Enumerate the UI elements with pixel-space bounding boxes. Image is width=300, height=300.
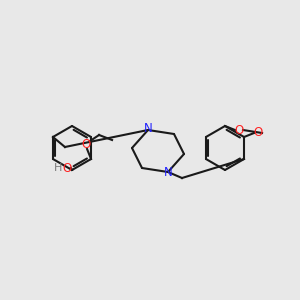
Text: H: H <box>54 163 62 173</box>
Text: N: N <box>164 167 172 179</box>
Text: O: O <box>81 137 91 151</box>
Text: O: O <box>62 161 72 175</box>
Text: N: N <box>144 122 152 136</box>
Text: O: O <box>254 127 263 140</box>
Text: O: O <box>234 124 244 136</box>
